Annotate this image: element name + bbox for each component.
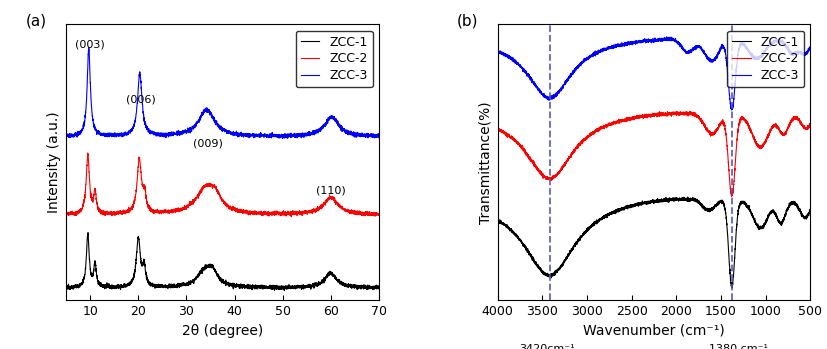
ZCC-2 <box>685 109 695 113</box>
ZCC-1 <box>61 285 71 290</box>
ZCC-1 <box>368 288 378 292</box>
ZCC-2 <box>627 117 637 121</box>
ZCC-1 <box>83 231 93 235</box>
ZCC-3 <box>796 51 806 55</box>
ZCC-2 <box>374 212 384 216</box>
ZCC-3 <box>727 108 737 112</box>
ZCC-2 <box>195 192 205 196</box>
ZCC-2 <box>805 122 815 126</box>
ZCC-2 <box>493 128 503 132</box>
X-axis label: Wavenumber (cm⁻¹): Wavenumber (cm⁻¹) <box>583 324 725 337</box>
ZCC-2 <box>720 126 730 130</box>
ZCC-3 <box>368 132 378 136</box>
Y-axis label: Intensity (a.u.): Intensity (a.u.) <box>46 111 60 213</box>
ZCC-3 <box>84 45 93 50</box>
ZCC-2 <box>116 210 126 215</box>
ZCC-1 <box>796 211 806 215</box>
ZCC-2 <box>368 211 378 215</box>
Line: ZCC-3: ZCC-3 <box>498 37 810 110</box>
Text: (a): (a) <box>26 13 46 28</box>
ZCC-2 <box>642 112 652 117</box>
ZCC-2 <box>727 194 737 198</box>
ZCC-1 <box>97 282 107 286</box>
Text: (006): (006) <box>126 94 155 104</box>
ZCC-1 <box>624 206 634 210</box>
ZCC-2 <box>796 120 806 124</box>
ZCC-1 <box>683 195 693 199</box>
Legend: ZCC-1, ZCC-2, ZCC-3: ZCC-1, ZCC-2, ZCC-3 <box>727 31 804 87</box>
ZCC-3 <box>493 48 503 52</box>
ZCC-2 <box>334 203 344 207</box>
Text: (b): (b) <box>457 13 479 28</box>
Legend: ZCC-1, ZCC-2, ZCC-3: ZCC-1, ZCC-2, ZCC-3 <box>295 31 373 87</box>
ZCC-1 <box>727 285 737 290</box>
ZCC-1 <box>805 209 815 213</box>
ZCC-3 <box>334 122 344 126</box>
Text: 3420cm⁻¹: 3420cm⁻¹ <box>519 344 575 349</box>
ZCC-1 <box>720 207 730 211</box>
Y-axis label: Transmittance(%): Transmittance(%) <box>478 101 492 224</box>
ZCC-2 <box>286 215 296 219</box>
ZCC-3 <box>97 132 107 136</box>
Line: ZCC-1: ZCC-1 <box>498 197 810 288</box>
ZCC-2 <box>624 116 634 120</box>
ZCC-3 <box>805 46 815 50</box>
ZCC-2 <box>781 132 791 136</box>
ZCC-1 <box>280 289 289 293</box>
ZCC-1 <box>493 216 503 220</box>
Line: ZCC-2: ZCC-2 <box>498 111 810 196</box>
Line: ZCC-3: ZCC-3 <box>66 47 379 139</box>
ZCC-3 <box>662 35 672 39</box>
ZCC-3 <box>627 42 637 46</box>
ZCC-3 <box>195 117 205 121</box>
ZCC-1 <box>334 281 344 285</box>
ZCC-1 <box>181 281 191 285</box>
ZCC-2 <box>181 206 191 210</box>
ZCC-3 <box>61 133 71 137</box>
Line: ZCC-1: ZCC-1 <box>66 233 379 291</box>
ZCC-3 <box>116 132 126 136</box>
ZCC-3 <box>642 39 652 43</box>
ZCC-2 <box>61 211 71 216</box>
ZCC-3 <box>624 40 634 44</box>
Text: (003): (003) <box>75 39 105 49</box>
Text: 1380 cm⁻¹: 1380 cm⁻¹ <box>710 344 768 349</box>
ZCC-3 <box>374 135 384 139</box>
ZCC-2 <box>97 211 107 215</box>
ZCC-2 <box>83 151 93 155</box>
ZCC-3 <box>181 131 191 135</box>
Line: ZCC-2: ZCC-2 <box>66 153 379 217</box>
ZCC-1 <box>195 272 205 276</box>
ZCC-1 <box>374 283 384 288</box>
ZCC-3 <box>278 136 288 141</box>
ZCC-3 <box>720 49 730 53</box>
ZCC-1 <box>627 203 637 208</box>
Text: (110): (110) <box>316 185 346 195</box>
ZCC-3 <box>781 44 791 48</box>
ZCC-1 <box>642 200 652 204</box>
X-axis label: 2θ (degree): 2θ (degree) <box>182 324 263 337</box>
Text: (009): (009) <box>194 139 223 149</box>
ZCC-1 <box>116 287 126 291</box>
ZCC-1 <box>781 212 791 216</box>
